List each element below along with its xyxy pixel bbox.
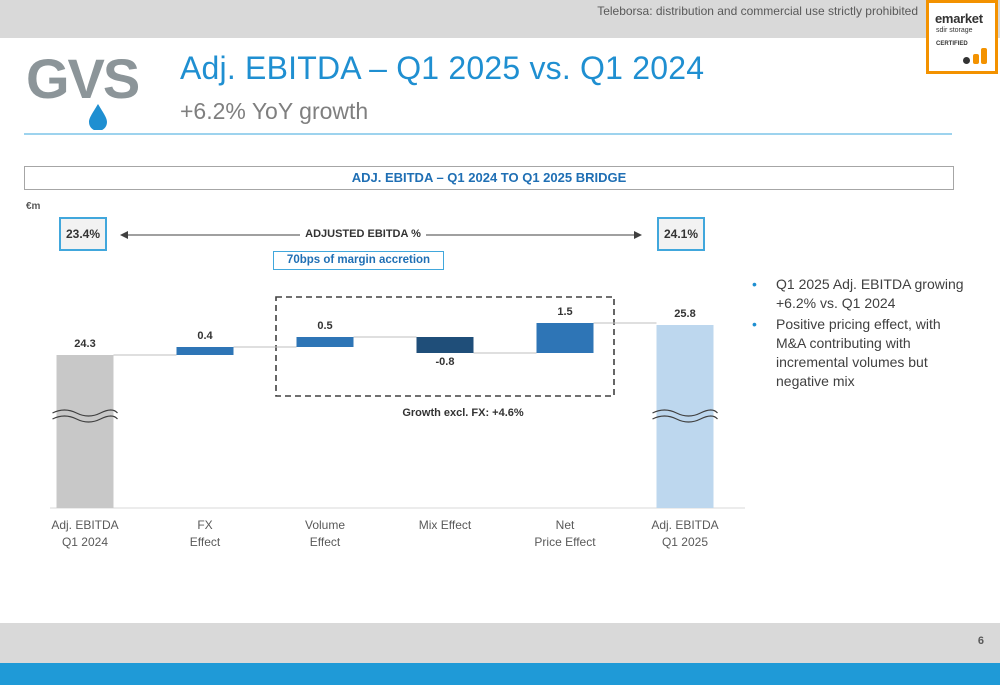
chart-unit: €m	[26, 201, 41, 212]
category-label: Adj. EBITDA Q1 2024	[51, 518, 119, 549]
category-label: Adj. EBITDA Q1 2025	[651, 518, 719, 549]
emarket-storage-badge: emarket sdir storage CERTIFIED	[926, 0, 998, 74]
badge-dot-icon	[963, 57, 970, 64]
badge-bar-icon	[981, 48, 987, 64]
margin-end-box: 24.1%	[657, 217, 705, 251]
value-label: 0.5	[317, 320, 333, 332]
margin-label: ADJUSTED EBITDA %	[300, 228, 426, 240]
disclaimer-text: Teleborsa: distribution and commercial u…	[597, 4, 918, 18]
category-label: Mix Effect	[418, 518, 472, 532]
arrow-right-icon	[634, 231, 642, 239]
title-divider	[24, 133, 952, 135]
commentary-bullets: Q1 2025 Adj. EBITDA growing +6.2% vs. Q1…	[752, 275, 967, 393]
bullet-item: Positive pricing effect, with M&A contri…	[752, 315, 967, 391]
growth-excl-fx-label: Growth excl. FX: +4.6%	[402, 407, 524, 419]
category-label: FX Effect	[189, 518, 221, 549]
bar-1	[176, 347, 234, 355]
axis-break-mark	[652, 409, 718, 423]
bar-3	[416, 337, 474, 353]
bar-4	[536, 323, 594, 353]
logo-text: GVS	[26, 50, 139, 110]
footer-accent-bar	[0, 663, 1000, 685]
gvs-logo: GVS	[26, 50, 141, 130]
bar-0	[56, 355, 114, 508]
chart-title: ADJ. EBITDA – Q1 2024 TO Q1 2025 BRIDGE	[24, 166, 954, 190]
axis-break-mark	[52, 409, 118, 423]
value-label: -0.8	[435, 356, 455, 368]
badge-line3: CERTIFIED	[936, 41, 968, 47]
margin-start-box: 23.4%	[59, 217, 107, 251]
margin-accretion-note: 70bps of margin accretion	[273, 251, 444, 270]
arrow-left-icon	[120, 231, 128, 239]
page-subtitle: +6.2% YoY growth	[180, 98, 369, 124]
footer-bar: 6	[0, 623, 1000, 663]
page-title: Adj. EBITDA – Q1 2025 vs. Q1 2024	[180, 50, 705, 86]
value-label: 25.8	[674, 308, 696, 320]
badge-bar-icon	[973, 54, 979, 64]
bar-2	[296, 337, 354, 347]
value-label: 0.4	[197, 330, 213, 342]
badge-line2: sdir storage	[936, 27, 973, 34]
top-bar: Teleborsa: distribution and commercial u…	[0, 0, 1000, 38]
category-label: Volume Effect	[304, 518, 346, 549]
badge-line1: emarket	[935, 11, 983, 26]
value-label: 24.3	[74, 338, 96, 350]
value-label: 1.5	[557, 306, 573, 318]
page-number: 6	[977, 635, 984, 647]
bullet-item: Q1 2025 Adj. EBITDA growing +6.2% vs. Q1…	[752, 275, 967, 313]
category-label: Net Price Effect	[534, 518, 596, 549]
water-drop-icon	[89, 104, 107, 130]
